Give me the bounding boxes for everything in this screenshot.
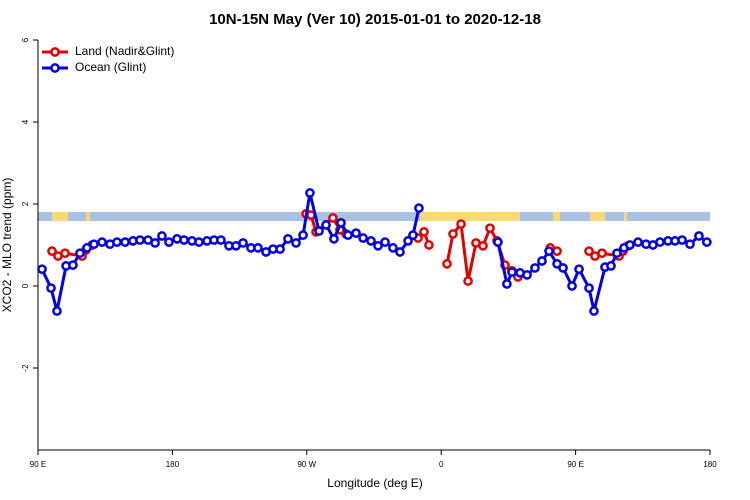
data-point	[112, 237, 122, 247]
data-point	[366, 236, 376, 246]
data-point	[336, 218, 346, 228]
data-point	[584, 246, 594, 256]
y-axis-label: XCO2 - MLO trend (ppm)	[0, 178, 14, 313]
data-point	[574, 264, 584, 275]
data-point	[89, 239, 99, 250]
data-point	[97, 237, 107, 247]
data-point	[606, 261, 616, 271]
data-point	[358, 233, 368, 243]
data-point	[685, 239, 695, 250]
data-point	[82, 243, 92, 253]
legend-label: Land (Nadir&Glint)	[75, 44, 174, 58]
data-point	[380, 237, 390, 247]
data-point	[388, 243, 398, 253]
legend-marker	[50, 47, 60, 57]
data-point	[150, 238, 160, 248]
data-point	[329, 234, 339, 244]
data-point	[75, 248, 85, 259]
data-point	[37, 264, 47, 275]
y-tick-label: 6	[21, 37, 30, 42]
data-point	[424, 240, 434, 250]
data-point	[558, 263, 568, 273]
data-point	[589, 306, 599, 316]
data-point	[485, 223, 495, 234]
x-tick-label: 180	[703, 460, 717, 469]
data-point	[395, 247, 405, 257]
data-point	[677, 235, 687, 245]
legend-label: Ocean (Glint)	[75, 60, 146, 74]
x-tick-label: 90 W	[297, 460, 316, 469]
data-point	[502, 279, 512, 289]
data-point	[305, 188, 315, 198]
data-point	[702, 237, 712, 247]
data-point	[478, 240, 488, 251]
data-point	[275, 244, 285, 254]
data-point	[351, 228, 361, 238]
data-point	[448, 229, 458, 239]
series-line	[40, 192, 421, 312]
data-point	[442, 259, 452, 269]
x-tick-label: 0	[439, 460, 444, 469]
data-point	[567, 281, 577, 291]
data-point	[321, 220, 331, 230]
data-point	[216, 235, 226, 245]
data-point	[179, 235, 189, 245]
data-point	[253, 243, 263, 253]
data-point	[633, 237, 643, 247]
y-tick-label: 2	[21, 201, 30, 206]
data-point	[419, 227, 429, 237]
data-point	[414, 203, 424, 213]
data-point	[373, 240, 383, 251]
data-point	[694, 231, 704, 241]
data-point	[544, 246, 554, 256]
data-point	[68, 260, 78, 270]
data-point	[612, 248, 622, 259]
data-point	[552, 246, 562, 256]
y-tick-label: 0	[21, 283, 30, 288]
data-point	[463, 276, 473, 286]
x-tick-label: 90 E	[30, 460, 46, 469]
data-point	[597, 248, 607, 259]
y-tick-label: 4	[21, 119, 30, 124]
data-point	[314, 226, 324, 236]
data-point	[46, 283, 56, 293]
data-point	[522, 270, 532, 280]
data-point	[238, 238, 248, 248]
x-tick-label: 180	[166, 460, 180, 469]
data-point	[328, 213, 338, 223]
data-point	[60, 248, 70, 259]
data-point	[625, 240, 635, 250]
data-point	[120, 237, 130, 247]
data-point	[537, 256, 547, 266]
x-axis-label: Longitude (deg E)	[327, 476, 422, 490]
data-point	[408, 230, 418, 241]
land-mask-strip	[38, 212, 710, 221]
data-point	[194, 237, 204, 247]
data-point	[584, 283, 594, 293]
data-point	[530, 263, 540, 273]
data-point	[403, 236, 413, 246]
data-point	[47, 246, 57, 256]
data-point	[283, 234, 293, 244]
data-point	[456, 219, 466, 229]
data-point	[655, 237, 665, 247]
data-point	[493, 237, 503, 247]
x-tick-label: 90 E	[567, 460, 583, 469]
y-tick-label: -2	[21, 364, 30, 372]
data-point	[507, 267, 517, 277]
data-point	[164, 237, 174, 247]
data-point	[52, 306, 62, 316]
data-point	[291, 238, 301, 248]
data-point	[135, 235, 145, 245]
chart-title: 10N-15N May (Ver 10) 2015-01-01 to 2020-…	[209, 11, 541, 28]
data-point	[343, 230, 353, 241]
data-point	[298, 230, 308, 241]
data-point	[157, 231, 167, 241]
legend-marker	[50, 63, 60, 73]
